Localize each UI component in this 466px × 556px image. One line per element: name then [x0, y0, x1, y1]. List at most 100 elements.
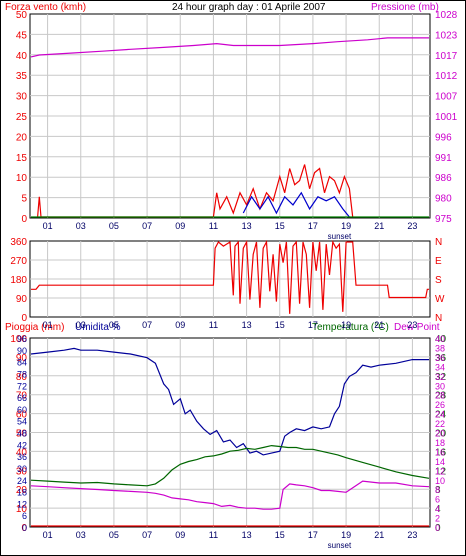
y-humidity-tick-label: 30	[17, 464, 27, 474]
x-tick-label: 09	[175, 530, 185, 540]
x-tick-label: 13	[242, 530, 252, 540]
ylabel-wind: Forza vento (kmh)	[5, 2, 86, 13]
y-right-tick-label: 975	[435, 214, 452, 225]
ylabel-rain: Pioggia (mm)	[5, 322, 64, 333]
y-right-tick-label: 986	[435, 173, 452, 184]
y-left-tick-label: 70	[16, 391, 28, 402]
x-tick-label: 19	[341, 221, 351, 231]
y-left-tick-label: 60	[16, 410, 28, 421]
y-left-tick-label: 40	[16, 51, 28, 62]
x-tick-label: 23	[407, 221, 417, 231]
y-left-tick-label: 50	[16, 429, 28, 440]
y-dewpoint-tick-label: 34	[435, 362, 445, 372]
series-line-dew-point	[30, 480, 430, 510]
y-left-tick-label: 0	[21, 313, 27, 324]
y-left-tick-label: 35	[16, 71, 28, 82]
y-left-tick-label: 20	[16, 132, 28, 143]
x-tick-label: 17	[308, 320, 318, 330]
y-right-tick-label: 1007	[435, 92, 458, 103]
y-right-tick-label: 1012	[435, 71, 458, 82]
y-left-tick-label: 270	[10, 256, 27, 267]
y-dewpoint-tick-label: 4	[435, 504, 440, 514]
y-dewpoint-tick-label: 6	[435, 495, 440, 505]
chart-title: 24 hour graph day : 01 Aprile 2007	[172, 2, 326, 13]
y-right-tick-label: 1001	[435, 112, 458, 123]
y-dewpoint-tick-label: 10	[435, 476, 445, 486]
y-dewpoint-tick-label: 20	[435, 429, 445, 439]
y-left-tick-label: 30	[16, 92, 28, 103]
y-left-tick-label: 180	[10, 275, 27, 286]
y-dewpoint-tick-label: 8	[435, 485, 440, 495]
x-tick-label: 19	[341, 530, 351, 540]
y-right-tick-label: 8	[435, 485, 441, 496]
y-humidity-tick-label: 24	[17, 476, 27, 486]
x-tick-label: 23	[407, 530, 417, 540]
y-dewpoint-tick-label: 32	[435, 372, 445, 382]
x-tick-label: 09	[175, 320, 185, 330]
y-humidity-tick-label: 48	[17, 429, 27, 439]
y-humidity-tick-label: 84	[17, 358, 27, 368]
y-humidity-tick-label: 90	[17, 346, 27, 356]
x-tick-label: 13	[242, 221, 252, 231]
y-left-tick-label: 100	[10, 334, 27, 345]
x-tick-label: 01	[43, 530, 53, 540]
y-left-tick-label: 45	[16, 30, 28, 41]
y-dewpoint-tick-label: 14	[435, 457, 445, 467]
y-humidity-tick-label: 60	[17, 405, 27, 415]
x-tick-label: 11	[209, 221, 218, 231]
y-dewpoint-tick-label: 2	[435, 514, 440, 524]
y-humidity-tick-label: 78	[17, 369, 27, 379]
y-right-tick-label: 36	[435, 353, 447, 364]
x-tick-label: 15	[275, 221, 285, 231]
series-line-wind-direction	[31, 239, 429, 314]
y-left-tick-label: 10	[16, 504, 28, 515]
y-right-tick-label: 12	[435, 466, 447, 477]
y-humidity-tick-label: 36	[17, 452, 27, 462]
x-tick-label: 23	[407, 320, 417, 330]
y-dewpoint-tick-label: 18	[435, 438, 445, 448]
y-right-tick-label: 28	[435, 391, 447, 402]
y-left-tick-label: 90	[16, 353, 28, 364]
x-tick-label: 07	[142, 320, 152, 330]
y-humidity-tick-label: 96	[17, 334, 27, 344]
y-right-tick-label: 16	[435, 447, 447, 458]
y-dewpoint-tick-label: 0	[435, 523, 440, 533]
sunset-label: sunset	[328, 541, 352, 550]
y-left-tick-label: 0	[21, 523, 27, 534]
x-tick-label: 09	[175, 221, 185, 231]
y-left-tick-label: 0	[21, 214, 27, 225]
y-right-tick-label: E	[435, 256, 442, 267]
y-humidity-tick-label: 12	[17, 499, 27, 509]
x-tick-label: 07	[142, 530, 152, 540]
y-dewpoint-tick-label: 40	[435, 334, 445, 344]
x-tick-label: 21	[374, 320, 384, 330]
y-dewpoint-tick-label: 12	[435, 466, 445, 476]
y-right-tick-label: 24	[435, 410, 447, 421]
x-tick-label: 05	[109, 320, 119, 330]
x-tick-label: 13	[242, 320, 252, 330]
y-humidity-tick-label: 0	[22, 523, 27, 533]
y-right-tick-label: 996	[435, 132, 452, 143]
x-tick-label: 11	[209, 320, 218, 330]
x-tick-label: 15	[275, 530, 285, 540]
x-tick-label: 05	[109, 221, 119, 231]
y-left-tick-label: 25	[16, 112, 28, 123]
y-right-tick-label: 32	[435, 372, 447, 383]
ylabel-temperature: Temperatura (°C)	[312, 322, 389, 333]
y-right-tick-label: 4	[435, 504, 441, 515]
y-right-tick-label: 1028	[435, 10, 458, 21]
x-tick-label: 03	[76, 530, 86, 540]
x-tick-label: 07	[142, 221, 152, 231]
x-tick-label: 01	[43, 320, 53, 330]
chart-panels: 0510152025303540455097598098699199610011…	[10, 10, 457, 550]
y-dewpoint-tick-label: 38	[435, 343, 445, 353]
x-tick-label: 21	[374, 221, 384, 231]
y-left-tick-label: 360	[10, 237, 27, 248]
y-left-tick-label: 40	[16, 447, 28, 458]
y-right-tick-label: 20	[435, 429, 447, 440]
y-left-tick-label: 30	[16, 466, 28, 477]
sunset-label: sunset	[328, 232, 352, 241]
y-right-tick-label: N	[435, 237, 442, 248]
y-humidity-tick-label: 54	[17, 417, 27, 427]
